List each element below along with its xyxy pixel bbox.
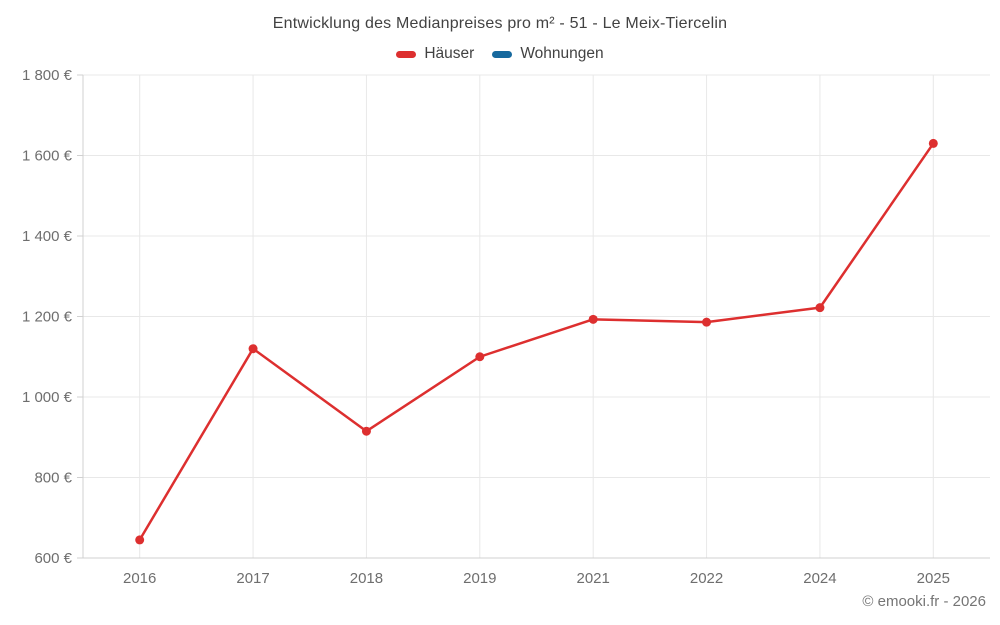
x-tick-label: 2019 — [463, 570, 496, 587]
chart-title: Entwicklung des Medianpreises pro m² - 5… — [272, 15, 728, 32]
x-tick-label: 2016 — [123, 570, 156, 587]
y-tick-label: 1 200 € — [22, 309, 73, 326]
x-tick-label: 2017 — [236, 570, 269, 587]
data-point — [248, 344, 258, 354]
data-point — [815, 303, 825, 313]
x-tick-label: 2024 — [803, 570, 836, 587]
data-point — [588, 314, 598, 324]
copyright-footer: © emooki.fr - 2026 — [862, 593, 986, 610]
legend-label-wohnungen: Wohnungen — [520, 45, 604, 62]
data-point — [361, 426, 371, 436]
haeuser-series-swatch-icon — [396, 50, 417, 58]
y-tick-label: 1 000 € — [22, 389, 73, 406]
legend-label-haeuser: Häuser — [424, 45, 475, 62]
y-tick-label: 1 600 € — [22, 148, 73, 165]
data-point — [928, 138, 938, 148]
data-point — [475, 352, 485, 362]
y-tick-label: 1 400 € — [22, 228, 73, 245]
legend-item-wohnungen[interactable]: Wohnungen — [492, 45, 604, 63]
wohnungen-series-swatch-icon — [492, 50, 513, 58]
y-tick-label: 600 € — [34, 550, 72, 567]
x-tick-label: 2021 — [577, 570, 610, 587]
data-point — [135, 535, 145, 545]
x-tick-label: 2018 — [350, 570, 383, 587]
data-point — [702, 317, 712, 327]
y-tick-label: 800 € — [34, 470, 72, 487]
legend-item-haeuser[interactable]: Häuser — [396, 45, 474, 63]
x-tick-label: 2025 — [917, 570, 950, 587]
chart-legend: Häuser Wohnungen — [0, 45, 1000, 63]
y-tick-label: 1 800 € — [22, 67, 73, 84]
x-tick-label: 2022 — [690, 570, 723, 587]
series-line — [138, 142, 935, 542]
